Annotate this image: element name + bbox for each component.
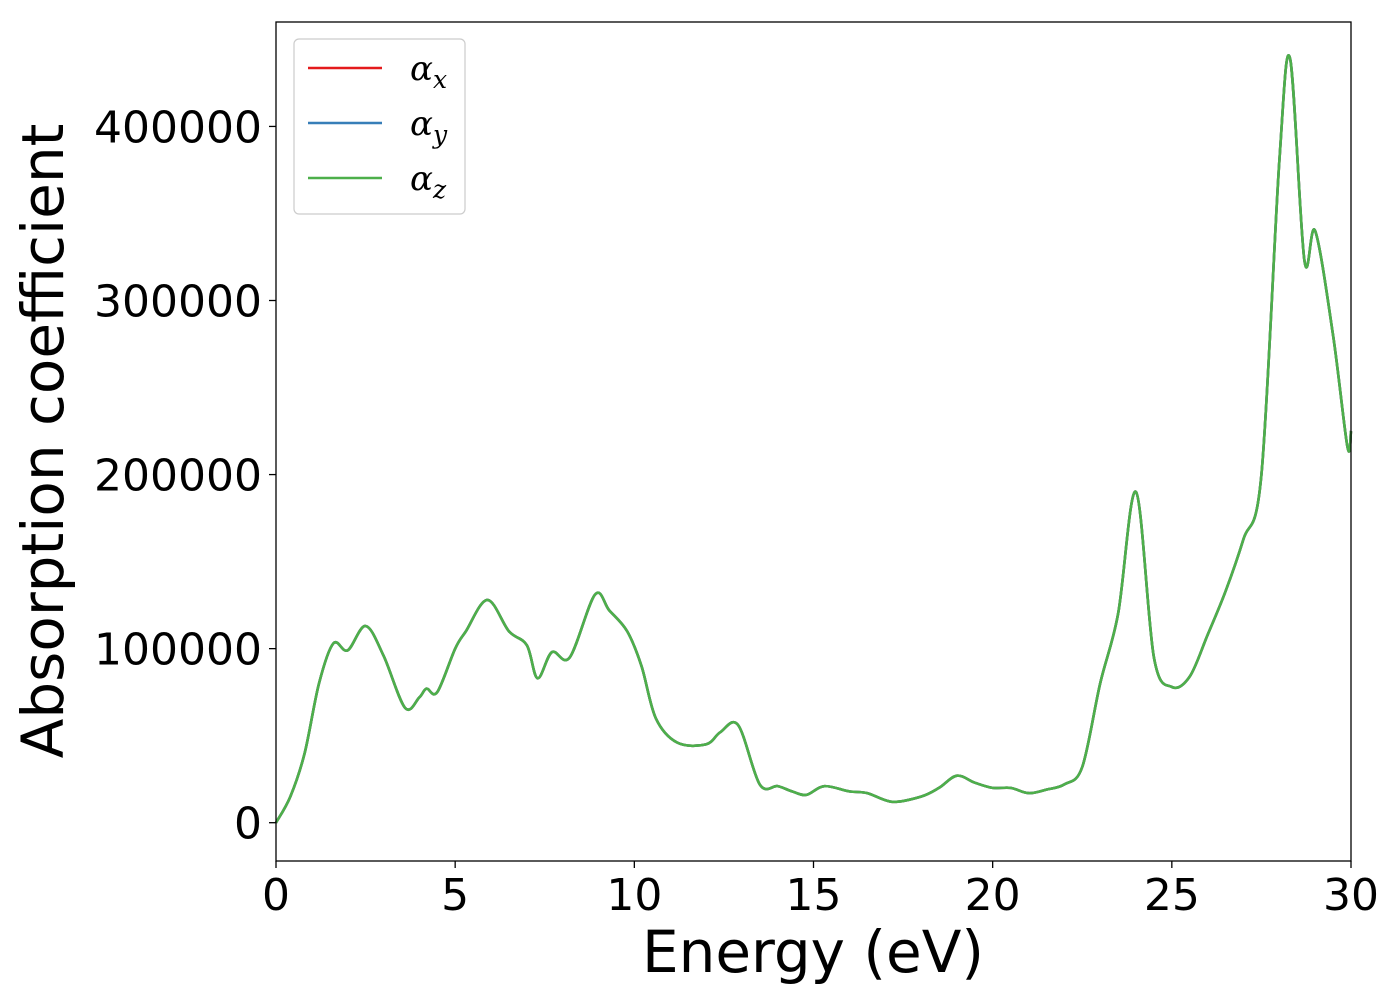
y-tick-label: 100000 xyxy=(94,625,262,676)
y-axis-title: Absorption coefficient xyxy=(9,124,77,759)
x-axis-title: Energy (eV) xyxy=(642,918,984,986)
x-tick-label: 25 xyxy=(1144,870,1200,921)
legend-label-subscript: x xyxy=(433,65,447,94)
x-tick-label: 15 xyxy=(786,870,842,921)
legend-label-symbol: α xyxy=(410,159,433,199)
x-tick-label: 10 xyxy=(606,870,662,921)
x-tick-label: 20 xyxy=(965,870,1021,921)
x-axis-ticks: 0 5 10 15 20 25 30 xyxy=(262,861,1379,921)
y-tick-label: 300000 xyxy=(94,277,262,328)
x-tick-label: 0 xyxy=(262,870,290,921)
y-tick-label: 200000 xyxy=(94,451,262,502)
y-tick-label: 0 xyxy=(234,799,262,850)
series-layer xyxy=(274,54,1353,824)
legend-label-symbol: α xyxy=(410,104,433,144)
y-axis-ticks: 0 100000 200000 300000 400000 xyxy=(94,102,276,850)
series-line-z xyxy=(274,54,1353,824)
x-tick-label: 5 xyxy=(441,870,469,921)
legend-label-z: αz xyxy=(410,159,447,204)
legend-label-x: αx xyxy=(410,49,447,94)
y-tick-label: 400000 xyxy=(94,102,262,153)
legend-label-symbol: α xyxy=(410,49,433,89)
x-tick-label: 30 xyxy=(1323,870,1379,921)
legend-label-subscript: z xyxy=(432,175,447,204)
legend-label-y: αy xyxy=(410,104,448,149)
legend-label-subscript: y xyxy=(432,120,448,149)
legend-frame xyxy=(293,38,466,215)
